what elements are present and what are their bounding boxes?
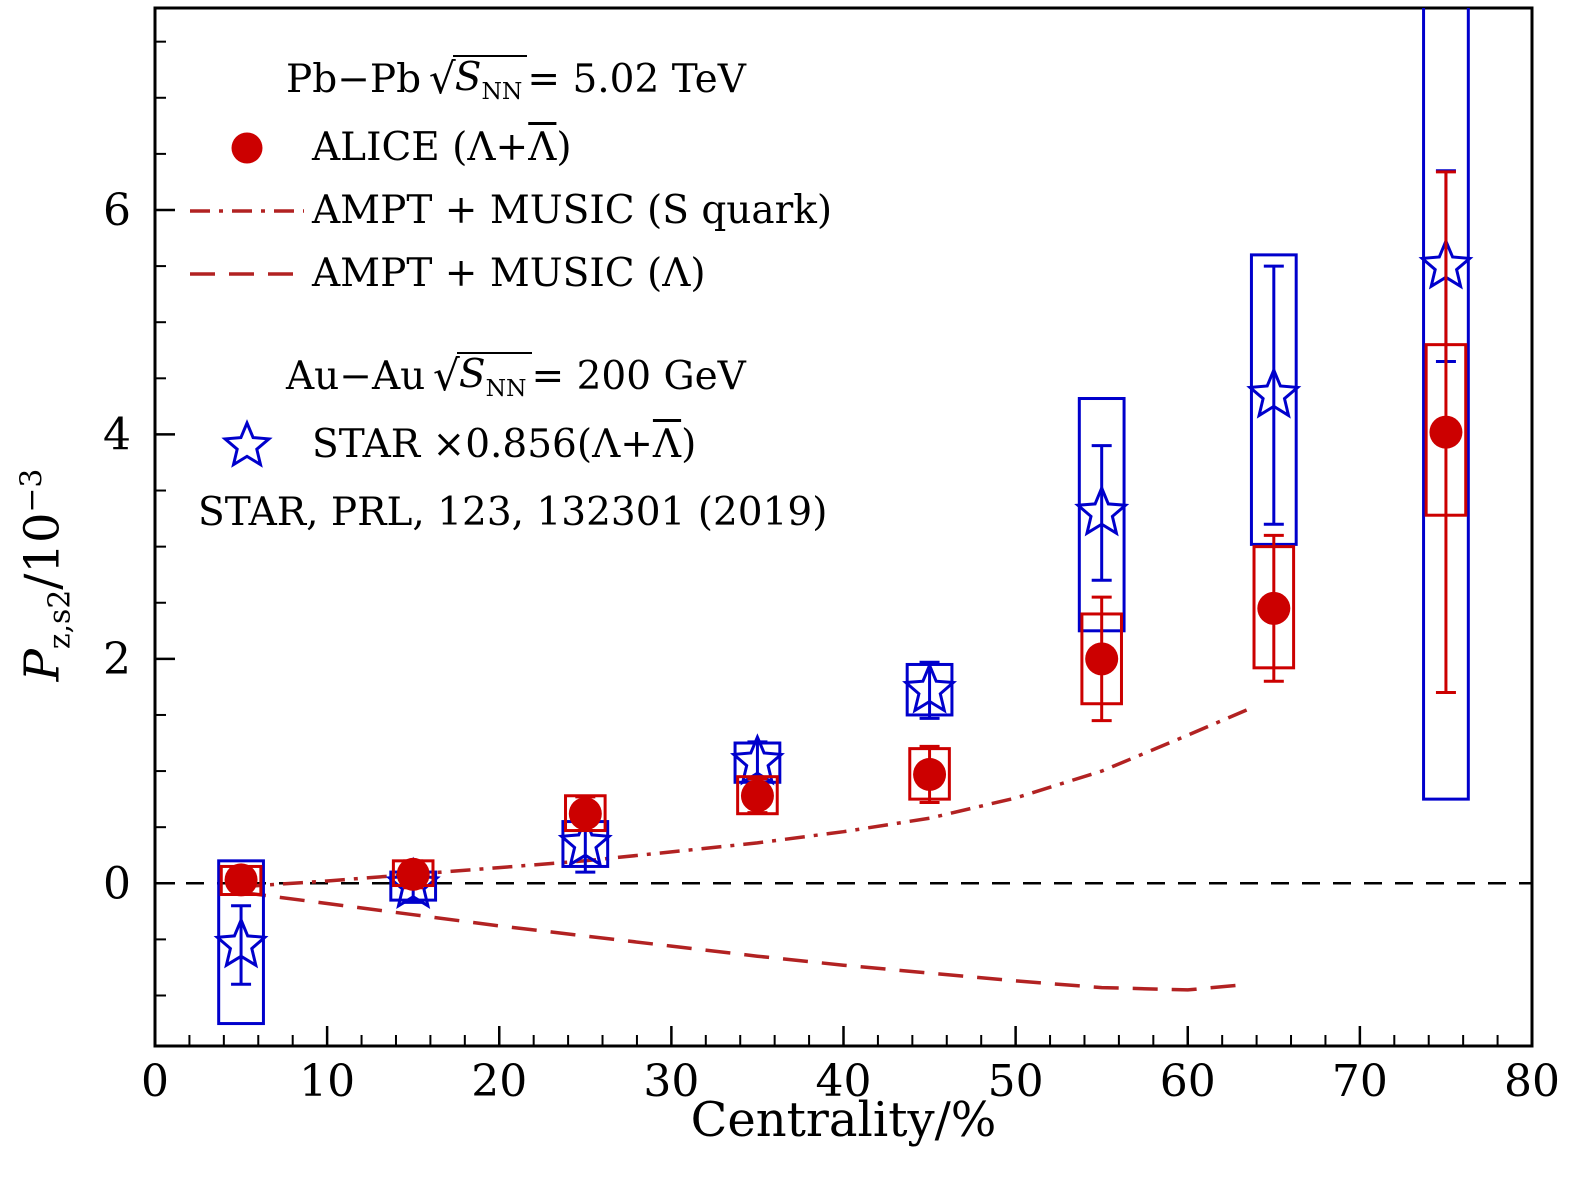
axes: 0 10 20 30 40 50 60 70 80 0 2 4 6 bbox=[103, 6, 1560, 1107]
legend-header-pbpb: Pb−Pb √ SNN = 5.02 TeV bbox=[286, 53, 746, 105]
legend: Pb−Pb √ SNN = 5.02 TeV ALICE (Λ+Λ) AMPT + M… bbox=[188, 42, 832, 548]
data-point-circle bbox=[1257, 591, 1291, 625]
x-tick-label: 60 bbox=[1160, 1056, 1216, 1107]
dashdot-line-icon bbox=[190, 208, 304, 213]
x-tick-label: 20 bbox=[471, 1056, 527, 1107]
legend-item-ampt-squark: AMPT + MUSIC (S quark) bbox=[188, 179, 832, 242]
model-curve-1 bbox=[240, 890, 1249, 992]
data-point-star bbox=[730, 733, 785, 786]
series-alice bbox=[219, 170, 1468, 897]
y-tick-label: 4 bbox=[103, 409, 131, 460]
y-axis-ticks: 0 2 4 6 bbox=[103, 40, 175, 997]
x-tick-label: 80 bbox=[1504, 1056, 1560, 1107]
y-tick-label: 0 bbox=[103, 858, 131, 909]
x-axis-ticks: 0 10 20 30 40 50 60 70 80 bbox=[141, 1026, 1560, 1107]
x-tick-label: 70 bbox=[1332, 1056, 1388, 1107]
x-axis-title: Centrality/% bbox=[690, 1092, 997, 1148]
syst-box bbox=[217, 859, 265, 1026]
sqrt-icon: √ bbox=[428, 53, 456, 103]
data-point-star bbox=[213, 916, 269, 969]
sqrt-icon: √ bbox=[433, 350, 460, 400]
data-point-star bbox=[385, 856, 441, 909]
x-tick-label: 40 bbox=[816, 1056, 872, 1107]
syst-box bbox=[1422, 8, 1470, 801]
data-point-circle bbox=[1085, 642, 1119, 676]
data-point-star bbox=[902, 661, 957, 714]
data-point-circle bbox=[396, 857, 430, 891]
y-tick-label: 6 bbox=[103, 185, 131, 236]
legend-header-auau: Au−Au √ SNN = 200 GeV bbox=[286, 350, 746, 402]
alice-circle-icon bbox=[231, 132, 263, 163]
data-point-circle bbox=[568, 797, 602, 831]
y-tick-label: 2 bbox=[103, 634, 131, 685]
x-tick-label: 0 bbox=[141, 1056, 169, 1107]
x-tick-label: 30 bbox=[643, 1056, 699, 1107]
legend-item-alice: ALICE (Λ+Λ) bbox=[188, 116, 832, 179]
data-point-circle bbox=[740, 779, 774, 813]
star-marker-icon bbox=[221, 418, 273, 468]
data-point-circle bbox=[913, 757, 947, 791]
legend-reference: STAR, PRL, 123, 132301 (2019) bbox=[198, 489, 828, 535]
data-point-star bbox=[557, 815, 613, 868]
legend-item-star: STAR ×0.856(Λ+Λ) bbox=[188, 413, 832, 476]
data-point-circle bbox=[1429, 415, 1463, 449]
x-tick-label: 50 bbox=[988, 1056, 1044, 1107]
data-point-star bbox=[1074, 484, 1130, 537]
x-tick-label: 10 bbox=[299, 1056, 355, 1107]
data-point-star bbox=[1246, 366, 1302, 419]
data-point-circle bbox=[224, 863, 258, 897]
legend-item-ampt-lambda: AMPT + MUSIC (Λ) bbox=[188, 242, 832, 305]
y-axis-title: Pz,s2/10−3 bbox=[14, 468, 78, 682]
dashed-line-icon bbox=[190, 271, 304, 276]
